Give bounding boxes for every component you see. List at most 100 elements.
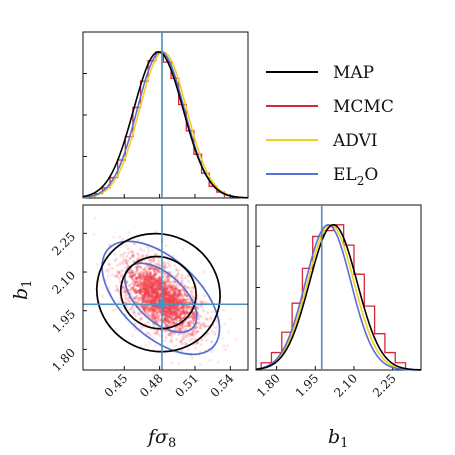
mcmc-sample-point [148,341,152,345]
mcmc-sample-point [138,273,142,277]
mcmc-sample-point [166,293,170,297]
mcmc-sample-point [108,263,111,267]
mcmc-sample-point [211,310,214,314]
mcmc-sample-point [170,299,174,303]
mcmc-sample-point [113,308,117,312]
mcmc-sample-point [174,275,178,279]
mcmc-sample-point [120,275,123,279]
mcmc-sample-point [195,325,198,329]
mcmc-sample-point [174,312,178,316]
mcmc-sample-point [176,294,180,298]
mcmc-sample-point [180,276,184,280]
mcmc-sample-point [173,286,177,290]
mcmc-sample-point [157,277,161,281]
mcmc-sample-point [176,273,180,276]
mcmc-sample-point [151,336,155,340]
mcmc-sample-point [149,281,153,285]
fs8-tick-label: 0.45 [102,371,131,400]
mcmc-sample-point [196,321,200,325]
mcmc-sample-point [172,321,176,325]
mcmc-sample-point [146,299,150,303]
mcmc-sample-point [186,297,190,301]
mcmc-sample-point [104,269,108,273]
mcmc-sample-point [167,290,171,294]
mcmc-sample-point [179,340,183,344]
mcmc-sample-point [181,323,184,327]
mcmc-sample-point [124,244,128,248]
mcmc-sample-point [138,275,142,279]
mcmc-sample-point [144,274,148,278]
mcmc-sample-point [132,253,136,257]
mcmc-sample-point [150,316,154,320]
mcmc-sample-point [157,263,161,267]
mcmc-sample-point [205,338,209,342]
mcmc-sample-point [163,329,167,333]
mcmc-sample-point [199,315,203,318]
mcmc-sample-point [128,300,132,304]
mcmc-sample-point [164,314,168,317]
mcmc-sample-point [142,293,146,297]
mcmc-sample-point [147,247,151,251]
mcmc-sample-point [111,309,115,312]
mcmc-sample-point [128,274,132,278]
mcmc-sample-point [144,288,148,292]
mcmc-sample-point [197,314,201,318]
mcmc-sample-point [185,305,189,309]
mcmc-sample-point [170,339,174,343]
mcmc-sample-point [163,287,167,291]
mcmc-sample-point [194,326,198,330]
mcmc-sample-point [173,264,177,268]
mcmc-sample-point [192,316,196,320]
mcmc-sample-point [171,318,175,322]
mcmc-sample-point [190,286,194,290]
mcmc-sample-point [154,273,158,276]
mcmc-sample-point [131,254,135,258]
mcmc-sample-point [152,269,156,273]
mcmc-sample-point [104,278,108,282]
mcmc-sample-point [157,276,161,280]
mcmc-sample-point [158,281,162,285]
mcmc-sample-point [144,306,148,310]
mcmc-sample-point [182,298,186,302]
mcmc-sample-point [116,274,120,278]
mcmc-sample-point [184,343,188,346]
mcmc-sample-point [145,274,149,278]
mcmc-sample-point [140,253,144,257]
mcmc-sample-point [173,287,177,291]
mcmc-sample-point [138,271,142,275]
mcmc-sample-point [148,277,152,281]
mcmc-sample-point [175,338,179,342]
legend-label-mcmc: MCMC [333,97,394,117]
mcmc-sample-point [177,290,181,294]
mcmc-sample-point [223,322,227,326]
mcmc-sample-point [172,321,176,325]
mcmc-sample-point [165,315,169,319]
mcmc-sample-point [125,297,129,300]
mcmc-sample-point [185,334,189,338]
mcmc-sample-point [176,315,180,319]
mcmc-sample-point [143,292,147,296]
mcmc-sample-point [162,339,166,343]
mcmc-sample-point [182,301,186,305]
mcmc-sample-point [190,332,194,336]
mcmc-sample-point [184,298,188,302]
mcmc-sample-point [143,291,147,295]
b1-tick-label: 1.95 [293,371,322,400]
mcmc-sample-point [146,275,150,279]
mcmc-sample-point [180,317,183,321]
mcmc-sample-point [187,321,191,325]
mcmc-sample-point [125,293,129,297]
mcmc-sample-point [119,254,123,258]
mcmc-sample-point [115,286,119,290]
mcmc-sample-point [157,259,161,263]
mcmc-sample-point [186,301,190,305]
mcmc-sample-point [142,306,146,309]
mcmc-sample-point [144,281,148,285]
mcmc-sample-point [153,266,157,270]
mcmc-sample-point [200,338,203,342]
mcmc-sample-point [147,308,151,311]
mcmc-sample-point [189,292,193,296]
mcmc-sample-point [153,344,157,348]
mcmc-sample-point [144,297,148,301]
mcmc-sample-point [152,316,156,320]
